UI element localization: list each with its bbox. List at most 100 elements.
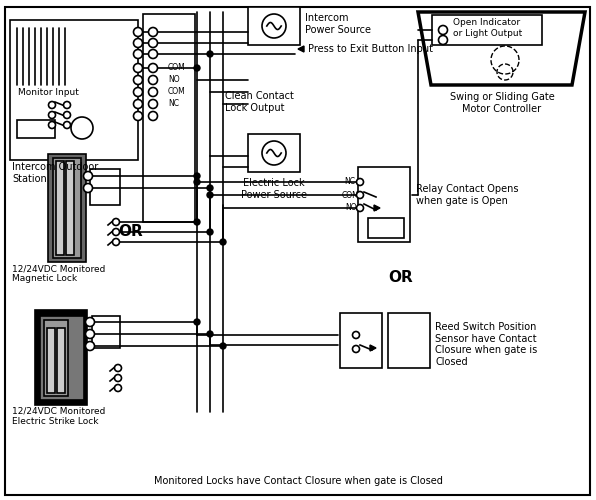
Circle shape [148,50,157,58]
Text: NC: NC [344,178,355,186]
Text: Reed Switch Position
Sensor have Contact
Closure when gate is
Closed: Reed Switch Position Sensor have Contact… [435,322,537,367]
Circle shape [71,117,93,139]
Bar [358,167,410,242]
Circle shape [207,229,213,235]
Text: Open Indicator
or Light Output: Open Indicator or Light Output [453,18,522,38]
Text: Relay Contact Opens
when gate is Open: Relay Contact Opens when gate is Open [416,184,519,206]
Circle shape [194,319,200,325]
Circle shape [194,173,200,179]
Circle shape [148,64,157,72]
Circle shape [83,172,92,180]
Text: Clean Contact
Lock Output: Clean Contact Lock Output [225,91,294,113]
Circle shape [48,102,55,108]
Circle shape [134,112,142,120]
Bar [47,328,55,393]
Bar [44,320,68,396]
Text: 12/24VDC Monitored
Electric Strike Lock: 12/24VDC Monitored Electric Strike Lock [12,407,105,426]
Text: COM: COM [168,64,186,72]
Circle shape [114,374,122,382]
Circle shape [114,384,122,392]
Circle shape [134,100,142,108]
Text: NC: NC [168,100,179,108]
Text: Monitor Input: Monitor Input [18,88,79,97]
Bar [66,161,74,255]
Circle shape [48,122,55,128]
Text: OR: OR [388,270,413,285]
Circle shape [64,112,70,118]
Bar [368,218,404,238]
Circle shape [83,184,92,192]
Circle shape [207,331,213,337]
Circle shape [148,88,157,96]
Circle shape [113,238,120,246]
Bar [90,169,120,205]
Circle shape [64,102,70,108]
Text: 12/24VDC Monitored
Magnetic Lock: 12/24VDC Monitored Magnetic Lock [12,264,105,283]
Circle shape [148,112,157,120]
Bar [92,316,120,348]
Circle shape [113,228,120,235]
Circle shape [134,88,142,96]
Circle shape [64,122,70,128]
Circle shape [48,112,55,118]
Circle shape [220,239,226,245]
Circle shape [439,36,448,44]
Bar [10,20,138,160]
Text: COM: COM [168,88,186,96]
Circle shape [148,28,157,36]
Circle shape [148,76,157,84]
Circle shape [207,51,213,57]
Text: NO: NO [345,204,356,212]
Circle shape [352,332,359,338]
Bar [248,134,300,172]
Circle shape [85,342,95,350]
Circle shape [134,50,142,58]
Polygon shape [370,345,376,351]
Bar [388,313,430,368]
Bar [340,313,382,368]
Text: Swing or Sliding Gate
Motor Controller: Swing or Sliding Gate Motor Controller [449,92,554,114]
Circle shape [194,179,200,185]
Polygon shape [418,12,585,85]
Text: Electric Lock
Power Source: Electric Lock Power Source [241,178,307,200]
Circle shape [134,76,142,84]
Circle shape [207,185,213,191]
Circle shape [134,64,142,72]
Bar [56,161,64,255]
Circle shape [439,26,448,35]
Circle shape [85,318,95,326]
Circle shape [356,178,364,186]
Circle shape [148,38,157,48]
Text: NO: NO [168,76,179,84]
Bar [143,14,195,222]
Circle shape [113,218,120,226]
Circle shape [134,38,142,48]
Circle shape [194,219,200,225]
Text: Intercom
Power Source: Intercom Power Source [305,13,371,35]
Bar [248,7,300,45]
Polygon shape [374,205,380,211]
Circle shape [114,364,122,372]
Polygon shape [298,46,304,52]
Circle shape [356,192,364,198]
Circle shape [134,28,142,36]
Circle shape [356,204,364,212]
Circle shape [207,192,213,198]
Circle shape [262,141,286,165]
Text: COM: COM [342,190,360,200]
Text: OR: OR [118,224,143,240]
Bar [48,154,86,262]
Bar [17,120,55,138]
Circle shape [194,65,200,71]
Bar [40,316,84,400]
Bar [53,158,81,258]
Circle shape [85,330,95,338]
Text: Monitored Locks have Contact Closure when gate is Closed: Monitored Locks have Contact Closure whe… [154,476,442,486]
Circle shape [352,346,359,352]
Bar [432,15,542,45]
Circle shape [220,343,226,349]
Text: Press to Exit Button Input: Press to Exit Button Input [308,44,433,54]
Bar [35,310,87,405]
Circle shape [148,100,157,108]
Text: Intercom Outdoor
Station: Intercom Outdoor Station [12,162,98,184]
